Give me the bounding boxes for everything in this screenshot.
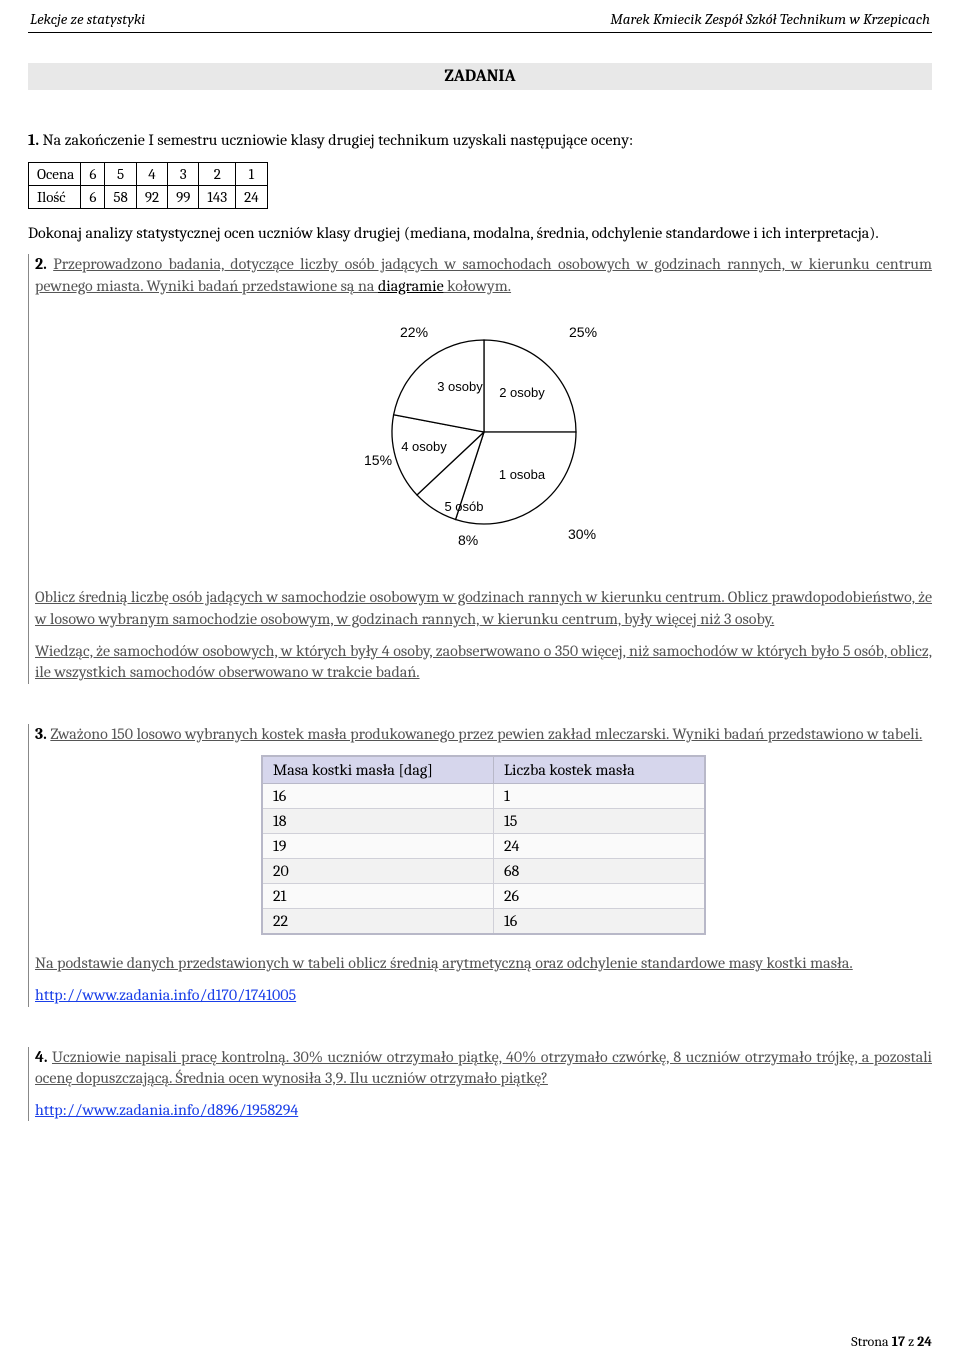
task2-after-text: Oblicz średnią liczbę osób jadących w sa… (35, 588, 932, 628)
task4-link[interactable]: http://www.zadania.info/d896/1958294 (35, 1101, 298, 1119)
task4-intro: 4. Uczniowie napisali pracę kontrolną. 3… (35, 1047, 932, 1090)
pie-inner-label: 1 osoba (498, 467, 545, 482)
task4-text: Uczniowie napisali pracę kontrolną. 30% … (35, 1048, 932, 1088)
cell: 6 (81, 162, 105, 185)
task1-intro-text: Na zakończenie I semestru uczniowie klas… (43, 131, 634, 149)
cell: 2 (199, 162, 236, 185)
cell: 92 (136, 185, 167, 208)
table-row: Masa kostki masła [dag]Liczba kostek mas… (262, 756, 705, 784)
task1-after: Dokonaj analizy statystycznej ocen uczni… (28, 223, 932, 245)
pie-inner-label: 4 osoby (401, 439, 447, 454)
page: Lekcje ze statystyki Marek Kmiecik Zespó… (0, 0, 960, 1356)
cell: 4 (136, 162, 167, 185)
task2-link-word: diagramie (378, 277, 444, 295)
task1-number: 1. (28, 131, 39, 149)
task1-table: Ocena 6 5 4 3 2 1 Ilość 6 58 92 99 143 2… (28, 162, 268, 209)
header-rule (28, 32, 932, 33)
table-header: Masa kostki masła [dag] (262, 756, 494, 784)
pie-outer-label: 22% (400, 324, 428, 340)
table-cell: 18 (262, 809, 494, 834)
table-cell: 68 (494, 859, 706, 884)
table-row: 2126 (262, 884, 705, 909)
pie-inner-label: 3 osoby (437, 379, 483, 394)
table-cell: 21 (262, 884, 494, 909)
pie-outer-label: 25% (569, 324, 597, 340)
task4-number: 4. (35, 1048, 48, 1066)
cell-label: Ocena (29, 162, 81, 185)
table-row: Ocena 6 5 4 3 2 1 (29, 162, 268, 185)
pie-chart: 25% 30% 8% 15% 22% 2 osoby 1 osoba 5 osób 4 osob… (344, 307, 624, 557)
task3-after: Na podstawie danych przedstawionych w ta… (35, 953, 932, 975)
footer-middle: z (905, 1333, 917, 1350)
table-cell: 1 (494, 784, 706, 809)
pie-chart-wrap: 25% 30% 8% 15% 22% 2 osoby 1 osoba 5 osób 4 osob… (35, 307, 932, 557)
table-header: Liczba kostek masła (494, 756, 706, 784)
table-row: 1924 (262, 834, 705, 859)
footer-prefix: Strona (851, 1333, 891, 1350)
task2-after: Oblicz średnią liczbę osób jadących w sa… (35, 587, 932, 630)
section-title: ZADANIA (28, 63, 932, 90)
header-left: Lekcje ze statystyki (30, 10, 145, 28)
pie-inner-label: 5 osób (444, 499, 483, 514)
header-right: Marek Kmiecik Zespół Szkół Technikum w K… (610, 10, 930, 28)
task3-number: 3. (35, 725, 47, 743)
cell-label: Ilość (29, 185, 81, 208)
cell: 58 (105, 185, 136, 208)
pie-inner-label: 2 osoby (499, 385, 545, 400)
task2-after2: Wiedząc, że samochodów osobowych, w któr… (35, 641, 932, 684)
cell: 99 (168, 185, 199, 208)
page-header: Lekcje ze statystyki Marek Kmiecik Zespó… (28, 10, 932, 30)
task2-intro: 2. Przeprowadzono badania, dotyczące lic… (35, 254, 932, 297)
footer-page: 17 (892, 1333, 905, 1350)
table-cell: 24 (494, 834, 706, 859)
table-cell: 20 (262, 859, 494, 884)
footer-total: 24 (917, 1333, 932, 1350)
task4-block: 4. Uczniowie napisali pracę kontrolną. 3… (28, 1047, 932, 1122)
cell: 24 (236, 185, 267, 208)
task2-number: 2. (35, 255, 47, 273)
task3-link[interactable]: http://www.zadania.info/d170/1741005 (35, 986, 296, 1004)
cell: 1 (236, 162, 267, 185)
pie-outer-label: 8% (458, 532, 478, 548)
task2-block: 2. Przeprowadzono badania, dotyczące lic… (28, 254, 932, 684)
table-row: 2216 (262, 909, 705, 935)
page-footer: Strona 17 z 24 (851, 1333, 932, 1350)
task2-after2-text: Wiedząc, że samochodów osobowych, w któr… (35, 642, 932, 682)
task3-link-wrap: http://www.zadania.info/d170/1741005 (35, 985, 932, 1007)
table-cell: 16 (494, 909, 706, 935)
table-cell: 19 (262, 834, 494, 859)
task2-text-b: kołowym. (444, 277, 511, 295)
table-row: 161 (262, 784, 705, 809)
table-cell: 16 (262, 784, 494, 809)
table-cell: 22 (262, 909, 494, 935)
pie-outer-label: 15% (364, 452, 392, 468)
task1-intro: 1. Na zakończenie I semestru uczniowie k… (28, 130, 932, 152)
table-cell: 15 (494, 809, 706, 834)
cell: 5 (105, 162, 136, 185)
task3-block: 3. Zważono 150 losowo wybranych kostek m… (28, 724, 932, 1007)
table-row: 2068 (262, 859, 705, 884)
task4-link-wrap: http://www.zadania.info/d896/1958294 (35, 1100, 932, 1122)
task3-text: Zważono 150 losowo wybranych kostek masł… (50, 725, 922, 743)
task3-after-text: Na podstawie danych przedstawionych w ta… (35, 954, 853, 972)
task3-table: Masa kostki masła [dag]Liczba kostek mas… (261, 755, 706, 935)
cell: 6 (81, 185, 105, 208)
table-row: Ilość 6 58 92 99 143 24 (29, 185, 268, 208)
table-row: 1815 (262, 809, 705, 834)
task3-intro: 3. Zważono 150 losowo wybranych kostek m… (35, 724, 932, 746)
pie-outer-label: 30% (568, 526, 596, 542)
cell: 3 (168, 162, 199, 185)
cell: 143 (199, 185, 236, 208)
table-cell: 26 (494, 884, 706, 909)
